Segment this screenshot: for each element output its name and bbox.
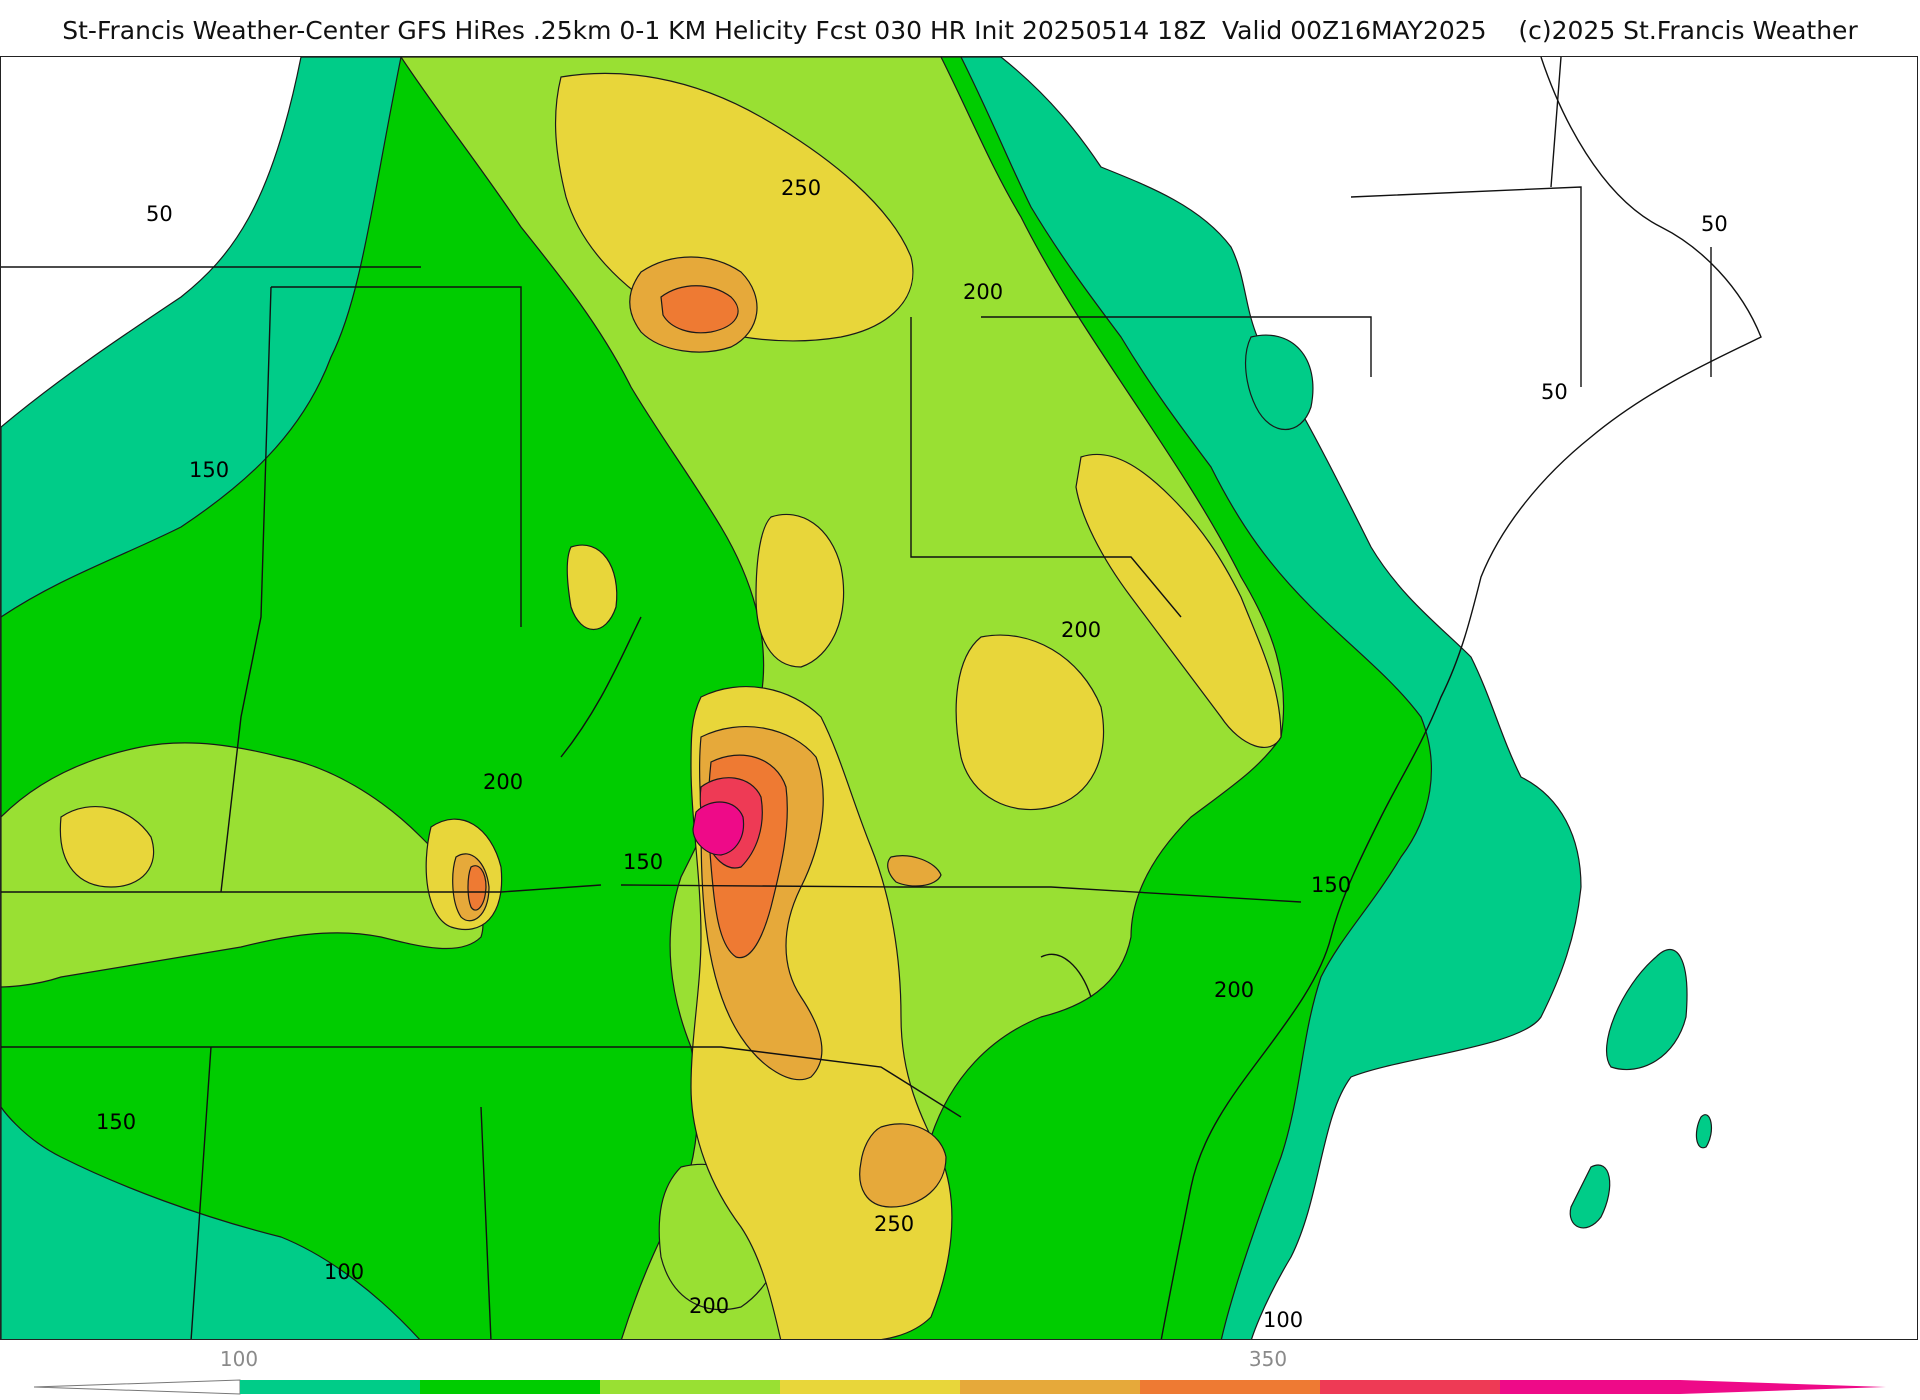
state-line — [560, 616, 1092, 998]
colorbar-segment — [960, 1380, 1141, 1394]
band-250-area — [859, 1123, 947, 1208]
band-200-area — [59, 806, 155, 888]
state-line — [1, 884, 1302, 903]
contour-label: 250 — [781, 176, 821, 200]
state-line — [220, 286, 272, 893]
contour-label: 200 — [1214, 978, 1254, 1002]
band-200-area — [1075, 453, 1282, 748]
state-line — [910, 316, 1372, 618]
colorbar: 100 350 — [0, 1340, 1920, 1400]
contour-label: 150 — [96, 1110, 136, 1134]
contour-label: 250 — [874, 1212, 914, 1236]
contour-label: 150 — [623, 850, 663, 874]
band-400-area — [692, 801, 745, 856]
band-200-area — [955, 634, 1105, 811]
contour-label: 100 — [324, 1260, 364, 1284]
colorbar-max-arrow — [1680, 1380, 1886, 1394]
coastline — [1160, 57, 1762, 1339]
colorbar-segment — [1140, 1380, 1321, 1394]
contour-label: 100 — [1263, 1308, 1303, 1332]
band-50-area — [1245, 334, 1314, 431]
contour-label: 200 — [483, 770, 523, 794]
colorbar-segment — [600, 1380, 781, 1394]
contour-label: 50 — [146, 202, 173, 226]
contour-label: 50 — [1541, 380, 1568, 404]
contour-labels: 50 50 50 150 150 150 150 200 200 200 200… — [96, 176, 1728, 1332]
colorbar-segment — [780, 1380, 961, 1394]
colorbar-strip — [33, 1379, 1886, 1395]
colorbar-segment — [1500, 1380, 1681, 1394]
helicity-band-400 — [692, 801, 745, 856]
band-50-area — [1606, 948, 1688, 1071]
contour-label: 200 — [689, 1294, 729, 1318]
helicity-map: 50 50 50 150 150 150 150 200 200 200 200… — [0, 56, 1918, 1340]
colorbar-min-arrow — [33, 1379, 241, 1395]
band-300-area — [660, 285, 739, 334]
contour-label: 150 — [1311, 873, 1351, 897]
band-250-area — [887, 855, 942, 887]
helicity-map-canvas: 50 50 50 150 150 150 150 200 200 200 200… — [1, 57, 1762, 1339]
state-line — [1, 1046, 962, 1339]
contour-label: 150 — [189, 458, 229, 482]
colorbar-segment — [1320, 1380, 1501, 1394]
map-title: St-Francis Weather-Center GFS HiRes .25k… — [62, 16, 1858, 45]
colorbar-segment — [240, 1380, 421, 1394]
colorbar-tick-label: 100 — [219, 1347, 259, 1371]
contour-label: 200 — [963, 280, 1003, 304]
state-line — [1, 266, 522, 627]
contour-label: 50 — [1701, 212, 1728, 236]
band-50-area — [1695, 1114, 1713, 1149]
contour-label: 200 — [1061, 618, 1101, 642]
band-300-area — [467, 865, 487, 911]
band-50-area — [1569, 1164, 1611, 1229]
state-line — [1350, 57, 1712, 387]
colorbar-tick-label: 350 — [1248, 1347, 1288, 1371]
band-200-area — [566, 544, 618, 631]
colorbar-segment — [420, 1380, 601, 1394]
map-boundaries — [1, 57, 1762, 1339]
band-150-area — [1, 742, 484, 988]
colorbar-segments — [240, 1380, 1681, 1394]
band-200-area — [755, 513, 845, 668]
